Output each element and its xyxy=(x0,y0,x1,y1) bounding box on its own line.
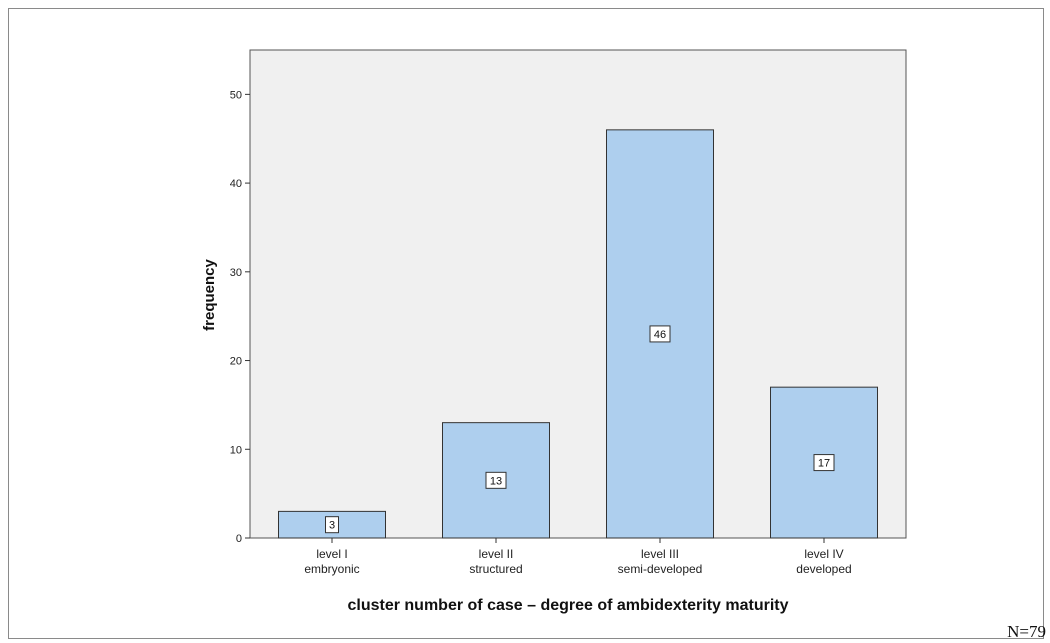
bars: 3 13 46 17 xyxy=(278,129,878,539)
data-label-box xyxy=(813,454,835,472)
x-tick-label: level III xyxy=(641,547,679,561)
y-tick-label: 30 xyxy=(230,267,242,279)
data-label-box xyxy=(325,516,339,534)
y-tick-label: 40 xyxy=(230,178,242,190)
data-label: 46 xyxy=(654,329,666,341)
y-tick-label: 50 xyxy=(230,89,242,101)
x-tick-label: semi-developed xyxy=(618,562,703,576)
sample-size-note: N=79 xyxy=(1007,622,1046,641)
data-label: 17 xyxy=(818,458,830,470)
x-tick-label: level II xyxy=(479,547,514,561)
y-tick-label: 10 xyxy=(230,444,242,456)
x-tick-label: level IV xyxy=(804,547,843,561)
y-axis: 0 10 20 30 40 50 xyxy=(230,89,250,545)
y-tick-label: 0 xyxy=(236,533,242,545)
y-axis-label: frequency xyxy=(201,259,218,331)
x-axis-label: cluster number of case – degree of ambid… xyxy=(347,597,788,614)
data-label: 13 xyxy=(490,475,502,487)
data-label: 3 xyxy=(329,520,335,532)
data-label-box xyxy=(485,471,507,489)
x-tick-label: developed xyxy=(796,562,851,576)
y-tick-label: 20 xyxy=(230,356,242,368)
x-tick-label: structured xyxy=(469,562,522,576)
x-tick-label: embryonic xyxy=(304,562,359,576)
x-tick-label: level I xyxy=(316,547,347,561)
data-label-box xyxy=(649,325,671,343)
